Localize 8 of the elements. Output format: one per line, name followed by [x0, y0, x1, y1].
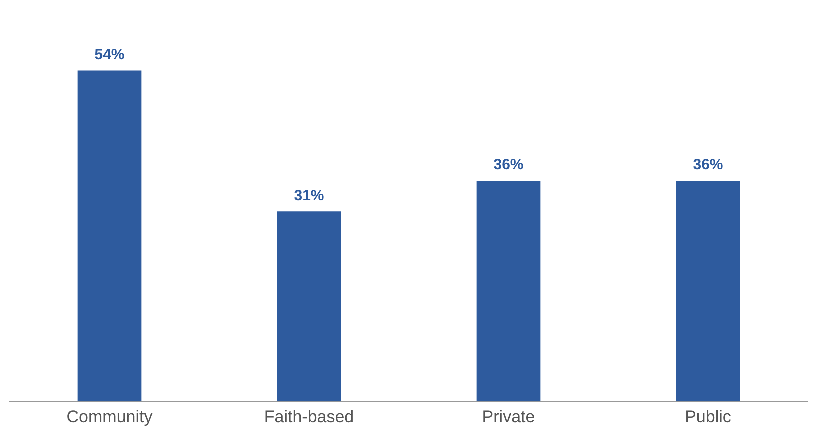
data-label: 54% [94, 46, 125, 64]
x-tick-label: Private [482, 407, 536, 426]
data-label: 31% [294, 187, 324, 204]
data-label: 36% [693, 156, 724, 174]
x-tick-label: Faith-based [264, 407, 354, 426]
x-tick-label: Public [685, 407, 732, 426]
data-label: 36% [494, 156, 524, 174]
x-tick-label: Community [66, 407, 154, 426]
